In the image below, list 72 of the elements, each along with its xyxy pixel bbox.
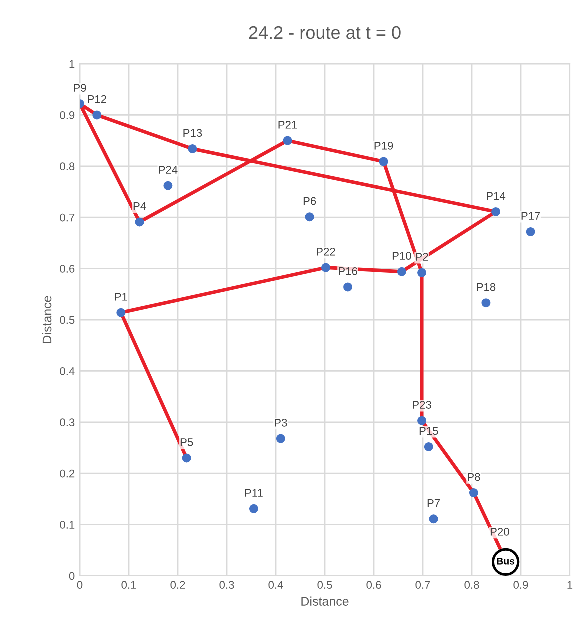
annotation: P4: [134, 202, 146, 210]
chart-title: 24.2 - route at t = 0: [249, 26, 401, 40]
x-tick-label: 0.3: [220, 581, 234, 590]
y-tick-label: 0.1: [60, 521, 75, 529]
point: [418, 416, 427, 426]
point: [379, 157, 388, 166]
y-tick-label: 0.6: [60, 265, 75, 273]
point: [482, 298, 491, 308]
x-tick-label: 0.2: [170, 581, 186, 590]
y-axis-title: Distance: [42, 296, 52, 344]
point: [135, 218, 144, 227]
annotation: P23: [413, 401, 432, 409]
annotation: P17: [522, 212, 540, 220]
annotation: P21: [278, 121, 298, 129]
y-tick-label: 0.9: [60, 111, 75, 120]
annotation: P14: [487, 192, 506, 200]
annotation: P20: [490, 528, 510, 536]
x-tick-label: 1: [568, 581, 573, 589]
point: [526, 227, 536, 236]
x-axis-title: Distance: [302, 596, 349, 606]
annotation: P19: [374, 142, 394, 150]
annotation: P8: [468, 473, 480, 482]
x-tick-label: 0.1: [122, 581, 136, 590]
annotation: P15: [420, 427, 438, 436]
annotation: P5: [180, 438, 194, 446]
annotation: P10: [392, 252, 412, 260]
annotation: P13: [184, 129, 202, 138]
point: [469, 488, 478, 498]
annotation: Bus: [497, 558, 515, 565]
annotation: P9: [74, 84, 86, 92]
annotation: P3: [275, 419, 288, 427]
annotation: P11: [245, 489, 263, 497]
point: [276, 434, 286, 444]
y-tick-label: 0.4: [60, 367, 75, 376]
y-tick-label: 0.5: [60, 316, 75, 324]
point: [424, 442, 434, 452]
x-tick-label: 0.6: [366, 581, 382, 590]
point: [397, 267, 406, 276]
annotation: P16: [339, 267, 358, 276]
point: [116, 308, 126, 318]
annotation: P24: [159, 166, 178, 174]
annotation: P18: [477, 283, 496, 292]
point: [182, 454, 192, 463]
annotation: P22: [317, 248, 336, 256]
annotation: P2: [416, 253, 428, 261]
point: [92, 110, 102, 120]
y-tick-label: 0: [69, 572, 75, 580]
y-tick-label: 0.8: [60, 162, 75, 171]
y-tick-label: 0.3: [60, 418, 75, 427]
x-tick-label: 0.5: [318, 581, 332, 590]
y-tick-label: 1: [70, 60, 75, 68]
annotation: P12: [88, 95, 106, 104]
x-tick-label: 0.9: [514, 581, 528, 590]
point: [418, 268, 427, 278]
x-tick-label: 0: [77, 581, 83, 590]
point: [344, 282, 353, 292]
y-tick-label: 0.7: [60, 214, 75, 222]
point: [249, 504, 258, 514]
annotation: P7: [428, 499, 440, 508]
y-tick-label: 0.2: [60, 470, 75, 478]
annotation: P1: [115, 293, 128, 301]
point: [283, 136, 292, 146]
x-tick-label: 0.7: [416, 581, 430, 590]
point: [429, 514, 438, 524]
x-tick-label: 0.4: [268, 581, 284, 590]
point: [188, 144, 198, 154]
point: [305, 212, 314, 222]
annotation: P6: [304, 197, 316, 206]
point: [321, 263, 330, 272]
point: [164, 181, 173, 190]
point: [492, 207, 501, 216]
x-tick-label: 0.8: [464, 581, 480, 590]
